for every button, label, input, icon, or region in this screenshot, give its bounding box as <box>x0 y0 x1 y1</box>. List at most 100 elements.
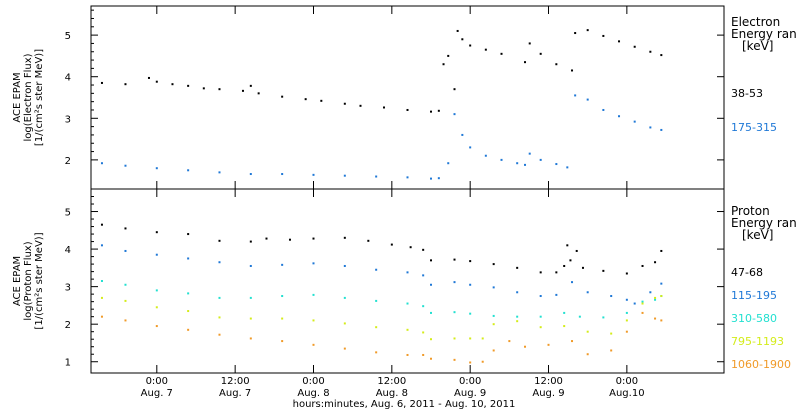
electron-point-38-53 <box>660 54 663 57</box>
proton-ytick-label: 3 <box>65 283 71 294</box>
electron-point-38-53 <box>100 81 103 84</box>
proton-legend-entry: 115-195 <box>731 289 777 302</box>
x-tick-date-label: Aug. 8 <box>297 388 329 399</box>
proton-point-115-195 <box>610 295 613 298</box>
proton-point-47-68 <box>654 261 657 264</box>
proton-point-310-580 <box>625 311 628 314</box>
proton-point-47-68 <box>516 266 519 269</box>
proton-point-47-68 <box>581 266 584 269</box>
proton-point-795-1193 <box>343 322 346 325</box>
electron-point-175-315 <box>500 158 503 161</box>
proton-point-310-580 <box>602 316 605 319</box>
proton-point-1060-1900 <box>660 319 663 322</box>
electron-legend-entry: 175-315 <box>731 121 777 134</box>
electron-point-175-315 <box>528 152 531 155</box>
proton-point-47-68 <box>602 269 605 272</box>
proton-point-115-195 <box>124 249 127 252</box>
proton-point-115-195 <box>539 295 542 298</box>
proton-point-1060-1900 <box>571 340 574 343</box>
electron-point-175-315 <box>447 162 450 165</box>
proton-point-310-580 <box>516 315 519 318</box>
electron-point-175-315 <box>555 163 558 166</box>
x-tick-time-label: 0:00 <box>459 376 481 387</box>
x-tick-date-label: Aug. 7 <box>141 388 173 399</box>
proton-point-795-1193 <box>312 319 315 322</box>
proton-point-1060-1900 <box>218 333 221 336</box>
proton-point-115-195 <box>187 257 190 260</box>
electron-point-175-315 <box>100 162 103 165</box>
electron-point-38-53 <box>586 29 589 32</box>
electron-point-38-53 <box>574 32 577 35</box>
electron-point-38-53 <box>539 52 542 55</box>
proton-point-1060-1900 <box>430 357 433 360</box>
electron-point-38-53 <box>155 80 158 83</box>
proton-point-310-580 <box>492 314 495 317</box>
electron-point-175-315 <box>516 162 519 165</box>
electron-point-175-315 <box>469 146 472 149</box>
electron-point-38-53 <box>618 40 621 43</box>
proton-ytick-label: 1 <box>65 358 71 369</box>
proton-point-1060-1900 <box>453 358 456 361</box>
electron-ytick-label: 4 <box>65 73 71 84</box>
proton-point-115-195 <box>281 263 284 266</box>
x-tick-time-label: 0:00 <box>302 376 324 387</box>
proton-ylabel-line: [1/(cm²s ster MeV)] <box>34 232 45 329</box>
x-tick-time-label: 0:00 <box>146 376 168 387</box>
electron-point-175-315 <box>437 177 440 180</box>
electron-ytick-label: 2 <box>65 156 71 167</box>
electron-ylabel-line: ACE EPAM <box>12 72 23 122</box>
electron-point-175-315 <box>430 177 433 180</box>
proton-ylabel-line: ACE EPAM <box>12 256 23 306</box>
proton-point-115-195 <box>453 281 456 284</box>
proton-point-310-580 <box>641 300 644 303</box>
proton-point-310-580 <box>422 305 425 308</box>
proton-legend-entry: 47-68 <box>731 266 763 279</box>
electron-point-38-53 <box>257 92 260 95</box>
proton-point-1060-1900 <box>155 325 158 328</box>
proton-point-310-580 <box>654 298 657 301</box>
electron-point-38-53 <box>447 54 450 57</box>
proton-point-115-195 <box>516 291 519 294</box>
electron-point-38-53 <box>456 29 459 32</box>
proton-point-47-68 <box>367 239 370 242</box>
electron-point-38-53 <box>484 48 487 51</box>
proton-point-310-580 <box>187 292 190 295</box>
proton-point-115-195 <box>625 298 628 301</box>
proton-point-47-68 <box>187 233 190 236</box>
proton-point-115-195 <box>649 291 652 294</box>
electron-point-175-315 <box>406 176 409 179</box>
electron-point-175-315 <box>281 173 284 176</box>
proton-point-47-68 <box>124 227 127 230</box>
proton-point-115-195 <box>100 244 103 247</box>
x-tick-time-label: 12:00 <box>377 376 406 387</box>
electron-point-175-315 <box>524 163 527 166</box>
proton-point-795-1193 <box>516 320 519 323</box>
proton-point-795-1193 <box>492 323 495 326</box>
electron-point-38-53 <box>281 95 284 98</box>
electron-legend-entry: 38-53 <box>731 87 763 100</box>
proton-point-115-195 <box>249 264 252 267</box>
proton-point-47-68 <box>566 244 569 247</box>
proton-point-1060-1900 <box>654 317 657 320</box>
electron-point-175-315 <box>218 171 221 174</box>
electron-point-38-53 <box>469 44 472 47</box>
electron-point-38-53 <box>453 88 456 91</box>
proton-point-795-1193 <box>218 316 221 319</box>
x-tick-time-label: 12:00 <box>221 376 250 387</box>
proton-point-115-195 <box>586 291 589 294</box>
electron-point-38-53 <box>320 99 323 102</box>
proton-point-310-580 <box>469 312 472 315</box>
proton-point-1060-1900 <box>406 353 409 356</box>
proton-point-795-1193 <box>155 306 158 309</box>
proton-legend-entry: 310-580 <box>731 312 777 325</box>
proton-point-47-68 <box>569 259 572 262</box>
proton-ytick-label: 2 <box>65 320 71 331</box>
proton-point-1060-1900 <box>422 353 425 356</box>
proton-point-310-580 <box>539 315 542 318</box>
electron-point-38-53 <box>304 98 307 101</box>
electron-ylabel-line: log(Electron Flux) <box>23 53 34 141</box>
proton-point-795-1193 <box>469 337 472 340</box>
proton-legend-entry: 795-1193 <box>731 335 784 348</box>
electron-point-175-315 <box>375 175 378 178</box>
electron-point-38-53 <box>500 52 503 55</box>
